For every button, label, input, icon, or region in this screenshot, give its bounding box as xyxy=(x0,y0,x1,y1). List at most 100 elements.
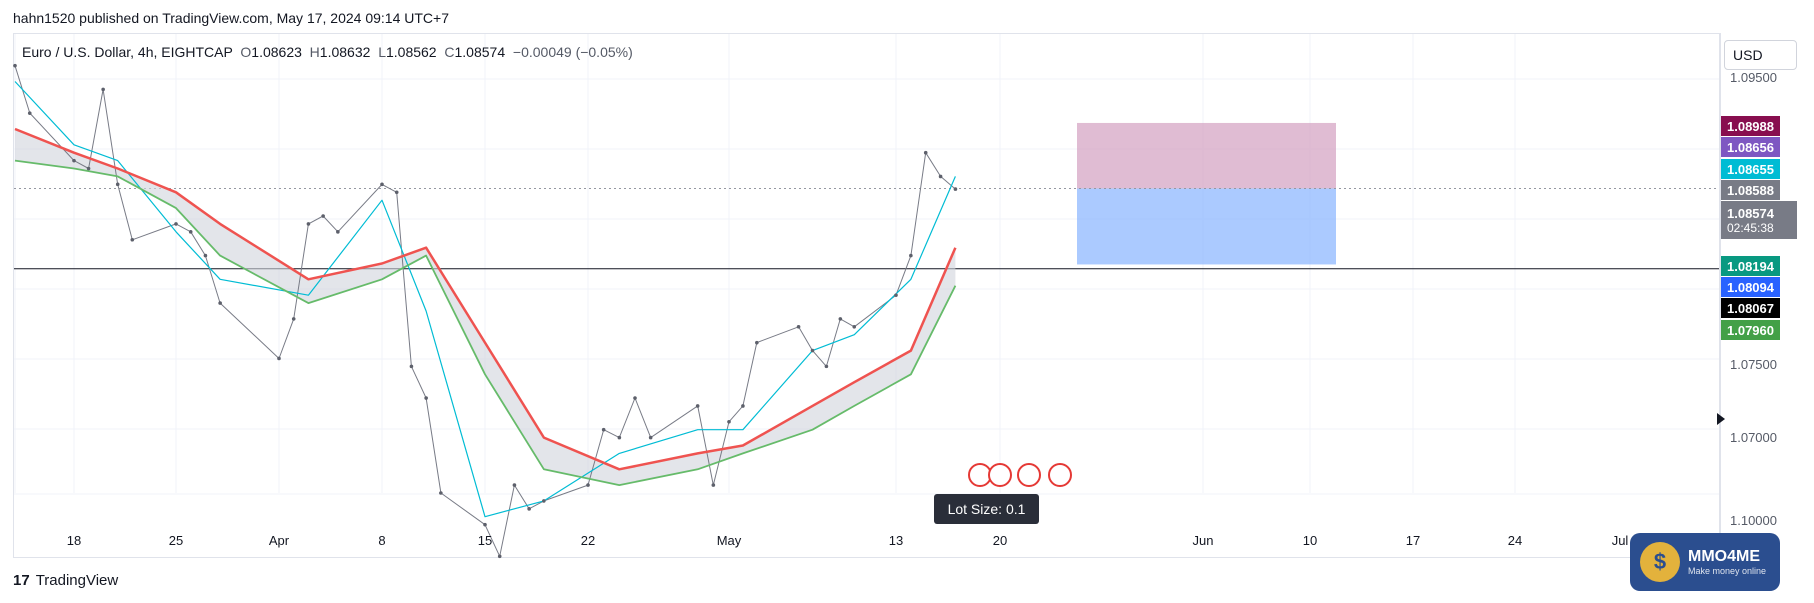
close-point xyxy=(838,317,843,321)
low-value: 1.08562 xyxy=(385,44,437,60)
close-point xyxy=(527,507,531,511)
close-point xyxy=(188,230,193,234)
watermark-badge: $ MMO4ME Make money online xyxy=(1630,533,1780,591)
close-point xyxy=(938,174,943,179)
close-label: C xyxy=(444,44,455,60)
x-tick-label: 13 xyxy=(888,533,904,548)
close-point xyxy=(796,325,801,329)
price-tag-gray: 1.08588 xyxy=(1721,180,1780,200)
close-point xyxy=(648,435,653,440)
y-tick-label: 1.07500 xyxy=(1730,357,1777,372)
close-point xyxy=(542,499,546,503)
tradingview-brand: TradingView xyxy=(35,572,119,589)
series-line-1 xyxy=(14,81,956,518)
close-point xyxy=(810,348,815,353)
watermark-subtitle: Make money online xyxy=(1688,566,1767,576)
close-point xyxy=(321,214,325,218)
currency-button[interactable]: USD xyxy=(1724,40,1797,70)
close-point xyxy=(394,190,399,195)
price-tag-last: 1.08574 02:45:38 xyxy=(1721,201,1797,239)
price-tag-stop: 1.08988 xyxy=(1721,116,1780,136)
us-flag-event-icon xyxy=(968,463,992,487)
close-point xyxy=(218,301,222,305)
us-flag-event-icon xyxy=(988,463,1012,487)
open-value: 1.08623 xyxy=(251,44,302,60)
price-tag-ma-purple: 1.08656 xyxy=(1721,137,1780,157)
us-flag-event-icon xyxy=(1017,463,1041,487)
close-value: 1.08574 xyxy=(454,44,506,60)
close-point xyxy=(483,522,487,527)
axis-arrow-icon xyxy=(1717,413,1725,425)
close-point xyxy=(130,237,135,242)
close-point xyxy=(409,364,414,369)
y-tick-label: 1.10000 xyxy=(1730,513,1777,528)
y-tick-label: 1.07000 xyxy=(1730,430,1777,445)
close-point xyxy=(291,317,296,321)
x-tick-label: 25 xyxy=(168,533,184,548)
x-tick-label: 22 xyxy=(580,533,596,548)
stop-loss-zone xyxy=(1077,122,1336,189)
price-tag-blue: 1.08094 xyxy=(1721,277,1780,297)
close-point xyxy=(586,483,590,487)
x-tick-label: 10 xyxy=(1302,533,1318,548)
high-label: H xyxy=(309,44,320,60)
close-point xyxy=(953,187,958,191)
x-tick-label: 15 xyxy=(477,533,493,548)
close-point xyxy=(174,222,178,226)
close-point xyxy=(633,396,637,400)
close-point xyxy=(306,222,311,226)
close-point xyxy=(824,364,829,369)
close-point xyxy=(755,340,759,345)
close-point xyxy=(86,166,91,171)
x-tick-label: 20 xyxy=(992,533,1008,548)
close-point xyxy=(336,230,340,234)
close-point xyxy=(277,356,281,361)
dollar-coin-icon: $ xyxy=(1640,542,1680,582)
close-point xyxy=(617,435,622,440)
price-tag-lightgreen: 1.07960 xyxy=(1721,320,1780,340)
price-tag-ma-cyan: 1.08655 xyxy=(1721,159,1780,179)
x-tick-label: Jun xyxy=(1192,533,1214,548)
tradingview-logo[interactable]: 17 TradingView xyxy=(13,572,118,589)
close-point xyxy=(72,158,76,163)
lot-size-label: Lot Size: 0.1 xyxy=(934,494,1039,524)
close-point xyxy=(727,419,731,424)
close-point xyxy=(424,396,428,400)
price-tag-green: 1.08194 xyxy=(1721,256,1780,276)
change-value: −0.00049 (−0.05%) xyxy=(512,44,633,60)
watermark-title: MMO4ME xyxy=(1688,548,1760,565)
close-point xyxy=(711,483,716,487)
price-tag-black: 1.08067 xyxy=(1721,298,1780,318)
close-point xyxy=(203,253,208,258)
close-point xyxy=(741,404,745,408)
series-line-3 xyxy=(14,159,957,487)
close-point xyxy=(380,182,384,187)
low-label: L xyxy=(378,44,386,60)
x-tick-label: May xyxy=(716,533,742,548)
close-point xyxy=(695,404,700,408)
tradingview-logo-icon: 17 xyxy=(13,572,30,589)
x-tick-label: 17 xyxy=(1405,533,1421,548)
open-label: O xyxy=(240,44,252,60)
x-tick-label: 18 xyxy=(66,533,82,548)
x-tick-label: 24 xyxy=(1507,533,1523,548)
price-axis[interactable] xyxy=(1720,33,1814,558)
close-point xyxy=(894,293,898,297)
close-point xyxy=(497,554,502,559)
us-flag-event-icon xyxy=(1048,463,1072,487)
chart-pane[interactable] xyxy=(13,33,1720,558)
symbol-legend: Euro / U.S. Dollar, 4h, EIGHTCAP O1.0862… xyxy=(22,44,633,60)
take-profit-zone xyxy=(1077,188,1336,265)
x-tick-label: Apr xyxy=(268,533,290,548)
close-point xyxy=(909,253,913,258)
x-tick-label: 8 xyxy=(378,533,386,548)
close-point xyxy=(512,483,517,487)
publisher-line: hahn1520 published on TradingView.com, M… xyxy=(13,10,449,26)
close-point xyxy=(13,63,17,68)
x-tick-label: Jul xyxy=(1611,533,1629,548)
series-line-0 xyxy=(14,65,956,557)
close-point xyxy=(27,111,32,115)
symbol-name: Euro / U.S. Dollar, 4h, EIGHTCAP xyxy=(22,44,233,60)
last-price: 1.08574 xyxy=(1727,205,1774,221)
